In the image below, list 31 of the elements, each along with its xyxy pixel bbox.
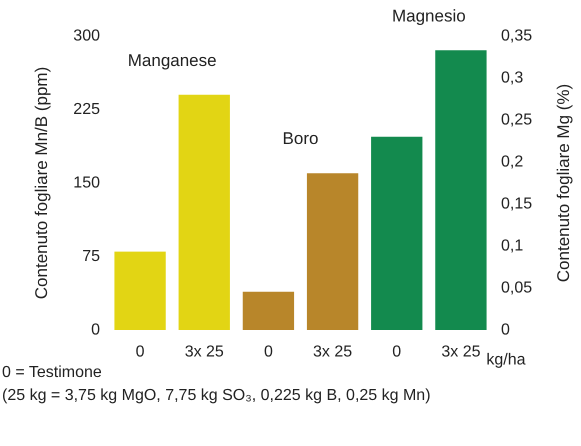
y2-axis-title: Contenuto fogliare Mg (%) — [554, 84, 573, 282]
x-axis-title: kg/ha — [486, 352, 526, 368]
y-axis-title: Contenuto fogliare Mn/B (ppm) — [32, 66, 51, 300]
bar — [178, 94, 230, 330]
y-tick-label: 225 — [73, 101, 100, 118]
x-tick-label: 0 — [264, 344, 273, 360]
y-tick-label: 150 — [73, 174, 100, 192]
x-tick-label: 3x 25 — [184, 344, 224, 360]
y2-tick-label: 0,35 — [501, 28, 532, 44]
text: (25 kg = 3,75 kg MgO, 7,75 kg SO₃, 0,225 kg B, 0,25 kg Mn) — [2, 387, 431, 404]
bar — [306, 173, 358, 330]
series-label: Boro — [282, 129, 318, 148]
text: 0 = Testimone — [2, 364, 102, 381]
y2-tick-label: 0,15 — [501, 196, 532, 212]
x-tick-label: 3x 25 — [441, 344, 481, 360]
x-tick-label: 3x 25 — [313, 344, 352, 360]
y2-tick-label: 0,05 — [501, 280, 532, 296]
y-tick-label: 300 — [73, 28, 100, 44]
x-tick-label: 0 — [392, 344, 402, 360]
x-tick-label: 0 — [136, 344, 145, 360]
y2-tick-label: 0,3 — [501, 70, 524, 86]
y2-tick-label: 0,1 — [501, 238, 524, 254]
bar — [242, 292, 294, 330]
y2-tick-label: 0 — [501, 322, 510, 338]
series-label: Manganese — [128, 50, 217, 70]
y2-tick-label: 0,2 — [501, 154, 524, 170]
y-tick-label: 75 — [82, 248, 100, 265]
y-tick-label: 0 — [91, 322, 100, 338]
y2-tick-label: 0,25 — [501, 112, 532, 128]
series-label: Magnesio — [392, 6, 466, 26]
bar — [114, 252, 166, 330]
